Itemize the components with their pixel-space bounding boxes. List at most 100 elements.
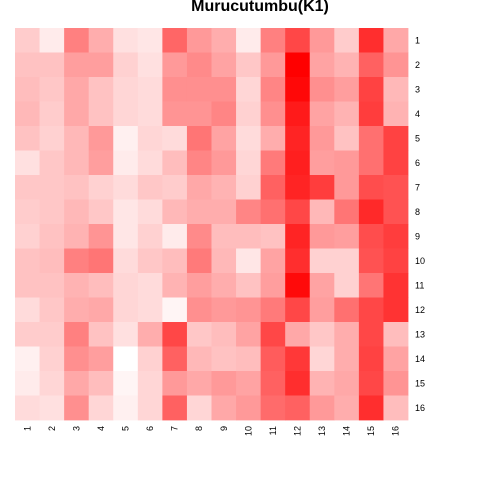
heatmap-cell: [211, 77, 237, 102]
heatmap-cell: [186, 224, 212, 249]
heatmap-cell: [285, 224, 311, 249]
heatmap-cell: [309, 199, 335, 225]
heatmap-cell: [64, 101, 90, 127]
heatmap-cell: [236, 273, 262, 298]
heatmap-cell: [137, 77, 163, 102]
heatmap-cell: [137, 297, 163, 323]
heatmap-cell: [137, 395, 163, 421]
heatmap-cell: [64, 322, 90, 347]
heatmap-cell: [64, 175, 90, 200]
heatmap-cell: [334, 395, 360, 421]
heatmap-cell: [334, 77, 360, 102]
heatmap-cell: [113, 273, 139, 298]
heatmap-cell: [15, 199, 40, 225]
heatmap-cell: [211, 199, 237, 225]
heatmap-cell: [39, 28, 65, 53]
heatmap-cell: [39, 273, 65, 298]
heatmap-cell: [358, 150, 384, 176]
heatmap-cell: [162, 101, 188, 127]
heatmap-cell: [358, 175, 384, 200]
heatmap-cell: [334, 52, 360, 78]
heatmap-cell: [137, 273, 163, 298]
heatmap-cell: [334, 199, 360, 225]
heatmap-cell: [137, 28, 163, 53]
heatmap-cell: [236, 126, 262, 151]
heatmap-cell: [358, 126, 384, 151]
heatmap-cell: [64, 150, 90, 176]
heatmap-cell: [162, 371, 188, 396]
row-label: 1: [415, 35, 420, 45]
heatmap-cell: [285, 273, 311, 298]
heatmap-cell: [236, 175, 262, 200]
heatmap-cell: [113, 126, 139, 151]
heatmap-cell: [285, 52, 311, 78]
heatmap-cell: [186, 28, 212, 53]
heatmap-cell: [211, 346, 237, 372]
heatmap-cell: [15, 297, 40, 323]
heatmap-cell: [236, 395, 262, 421]
heatmap-cell: [260, 150, 286, 176]
heatmap-cell: [64, 371, 90, 396]
heatmap-cell: [211, 28, 237, 53]
heatmap-cell: [260, 395, 286, 421]
heatmap-cell: [309, 150, 335, 176]
heatmap-cell: [88, 248, 114, 274]
heatmap-cell: [186, 175, 212, 200]
heatmap-cell: [39, 77, 65, 102]
row-label: 11: [415, 280, 424, 290]
heatmap-cell: [309, 371, 335, 396]
heatmap-cell: [383, 346, 409, 372]
heatmap-cell: [358, 248, 384, 274]
heatmap-cell: [309, 52, 335, 78]
heatmap-cell: [162, 199, 188, 225]
heatmap-cell: [383, 322, 409, 347]
heatmap-cell: [260, 126, 286, 151]
column-label: 11: [268, 426, 278, 435]
heatmap-cell: [309, 224, 335, 249]
column-label: 3: [71, 426, 81, 431]
column-label: 9: [219, 426, 229, 431]
heatmap-cell: [15, 371, 40, 396]
heatmap-cell: [137, 248, 163, 274]
heatmap-cell: [15, 52, 40, 78]
row-label: 6: [415, 158, 420, 168]
heatmap-cell: [186, 150, 212, 176]
row-label: 4: [415, 109, 420, 119]
heatmap-cell: [64, 77, 90, 102]
heatmap-cell: [39, 101, 65, 127]
heatmap-cell: [358, 52, 384, 78]
heatmap-cell: [162, 248, 188, 274]
row-label: 10: [415, 256, 425, 266]
row-label: 8: [415, 207, 420, 217]
heatmap-cell: [39, 52, 65, 78]
heatmap-cell: [236, 322, 262, 347]
heatmap-cell: [162, 346, 188, 372]
heatmap-cell: [39, 175, 65, 200]
heatmap-cell: [260, 322, 286, 347]
heatmap-cell: [285, 346, 311, 372]
heatmap-cell: [260, 297, 286, 323]
heatmap-cell: [137, 175, 163, 200]
heatmap-cell: [15, 28, 40, 53]
heatmap-cell: [309, 346, 335, 372]
heatmap-cell: [186, 322, 212, 347]
heatmap-cell: [186, 101, 212, 127]
heatmap-cell: [137, 126, 163, 151]
heatmap-cell: [383, 199, 409, 225]
heatmap-cell: [39, 371, 65, 396]
heatmap-cell: [211, 322, 237, 347]
heatmap-cell: [211, 371, 237, 396]
heatmap-cell: [137, 199, 163, 225]
heatmap-cell: [64, 126, 90, 151]
heatmap-cell: [358, 28, 384, 53]
heatmap-cell: [236, 199, 262, 225]
column-label: 2: [47, 426, 57, 431]
heatmap-cell: [309, 395, 335, 421]
heatmap-cell: [162, 175, 188, 200]
row-label: 7: [415, 182, 420, 192]
heatmap-cell: [39, 199, 65, 225]
row-label: 14: [415, 354, 425, 364]
heatmap-cell: [162, 126, 188, 151]
heatmap-cell: [383, 273, 409, 298]
